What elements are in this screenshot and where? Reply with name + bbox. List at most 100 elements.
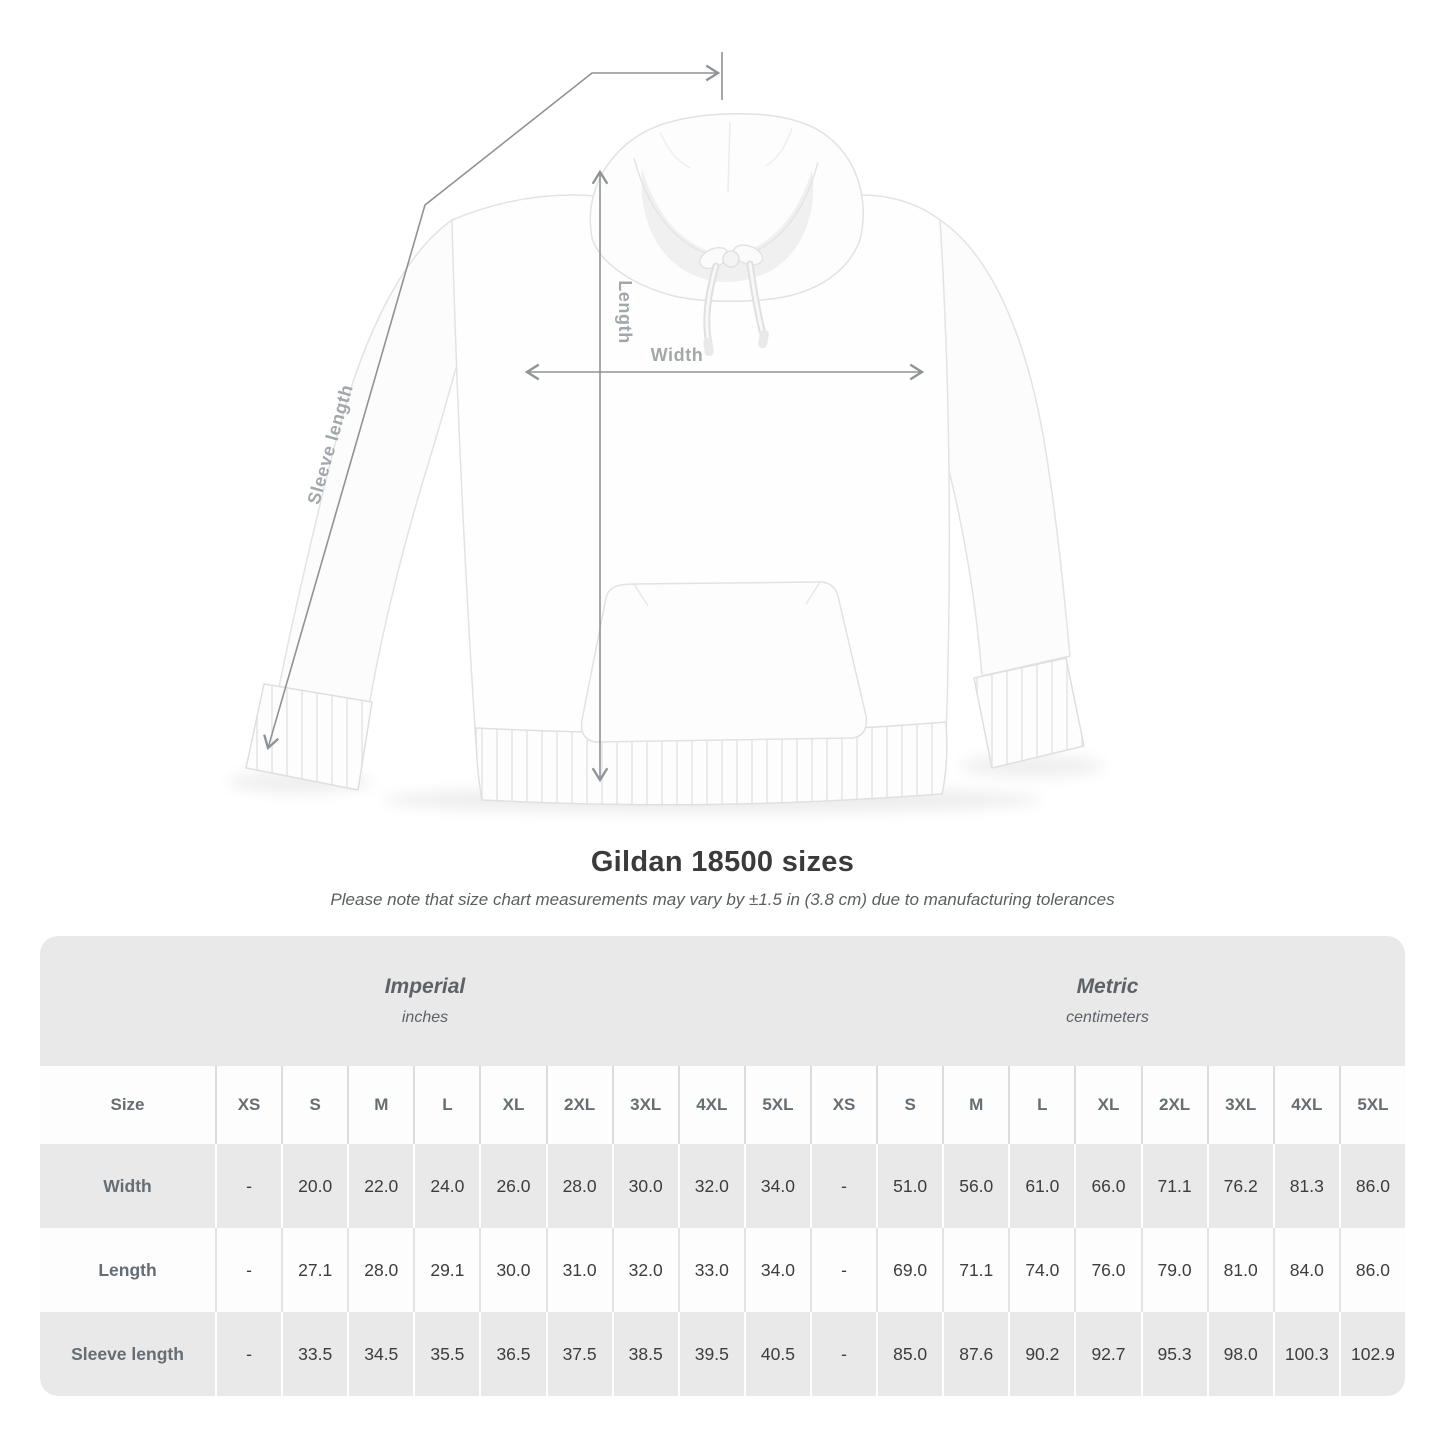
measurement-value-cell: - (215, 1312, 282, 1396)
measurement-value-cell: 76.2 (1206, 1144, 1273, 1228)
measurement-value-cell: 86.0 (1338, 1228, 1405, 1312)
measurement-row-label: Sleeve length (40, 1312, 215, 1396)
size-header-cell: XS (809, 1066, 877, 1144)
size-table-body: Width -20.0 22.0 24.0 26.0 28.0 30.0 32.0 34.0-5… (40, 1144, 1405, 1396)
measurement-value-cell: 74.0 (1008, 1228, 1075, 1312)
size-table: Imperial inches Metric centimeters Size … (40, 936, 1405, 1396)
measurement-value-cell: 35.5 (413, 1312, 480, 1396)
page-subtitle: Please note that size chart measurements… (330, 890, 1115, 909)
measurement-value-cell: 81.0 (1206, 1228, 1273, 1312)
measurement-value-cell: 92.7 (1074, 1312, 1141, 1396)
size-header-cell: XL (479, 1066, 546, 1144)
metric-group-unit: centimeters (1066, 1009, 1149, 1026)
imperial-group-unit: inches (401, 1009, 449, 1026)
size-header-cell: 5XL (743, 1066, 810, 1144)
measurement-value-cell: 66.0 (1074, 1144, 1141, 1228)
measurement-value-cell: 34.5 (347, 1312, 414, 1396)
measurement-row: Sleeve length -33.5 34.5 35.5 36.5 37.5 38.5 39… (40, 1312, 1405, 1396)
hoodie-measurement-figure: Length Width Sleeve length (228, 52, 1104, 813)
measurement-value-cell: - (809, 1228, 877, 1312)
measurement-row-label: Width (40, 1144, 215, 1228)
measurement-value-cell: 33.5 (281, 1312, 348, 1396)
measurement-value-cell: 79.0 (1140, 1228, 1207, 1312)
measurement-value-cell: 36.5 (479, 1312, 546, 1396)
measurement-value-cell: 22.0 (347, 1144, 414, 1228)
measurement-value-cell: 90.2 (1008, 1312, 1075, 1396)
measurement-value-cell: 71.1 (942, 1228, 1009, 1312)
size-header-cell: L (1008, 1066, 1075, 1144)
dimension-annotations (263, 52, 925, 783)
measurement-value-cell: 69.0 (876, 1228, 943, 1312)
measurement-value-cell: 39.5 (677, 1312, 744, 1396)
unit-group-row: Imperial inches Metric centimeters (40, 936, 1405, 1066)
measurement-value-cell: 95.3 (1140, 1312, 1207, 1396)
size-header-cell: L (413, 1066, 480, 1144)
size-header-cell: XL (1074, 1066, 1141, 1144)
measurement-value-cell: - (809, 1312, 877, 1396)
page-title: Gildan 18500 sizes (590, 846, 855, 878)
measurement-value-cell: 30.0 (479, 1228, 546, 1312)
measurement-value-cell: 100.3 (1272, 1312, 1339, 1396)
measurement-value-cell: 76.0 (1074, 1228, 1141, 1312)
right-cuff (973, 657, 1085, 769)
size-header-cell: 2XL (1140, 1066, 1207, 1144)
measurement-value-cell: 61.0 (1008, 1144, 1075, 1228)
heading-block: Gildan 18500 sizes Please note that size… (0, 846, 1445, 910)
measurement-value-cell: 34.0 (743, 1228, 810, 1312)
size-header-cell: M (942, 1066, 1009, 1144)
measurement-value-cell: 32.0 (611, 1228, 678, 1312)
measurement-value-cell: 29.1 (413, 1228, 480, 1312)
size-header-cell: S (281, 1066, 348, 1144)
size-header-cell: 4XL (677, 1066, 744, 1144)
kangaroo-pocket (580, 581, 868, 743)
metric-group-label: Metric (1076, 975, 1139, 998)
measurement-value-cell: 33.0 (677, 1228, 744, 1312)
size-header-cell: 4XL (1272, 1066, 1339, 1144)
measurement-value-cell: 98.0 (1206, 1312, 1273, 1396)
measurement-value-cell: - (215, 1144, 282, 1228)
measurement-value-cell: 84.0 (1272, 1228, 1339, 1312)
measurement-value-cell: - (215, 1228, 282, 1312)
metric-group-header: Metric centimeters (809, 936, 1405, 1066)
measurement-row-label: Length (40, 1228, 215, 1312)
size-header-cell: 5XL (1338, 1066, 1405, 1144)
measurement-value-cell: 51.0 (876, 1144, 943, 1228)
imperial-group-label: Imperial (384, 975, 466, 998)
hoodie-illustration (245, 113, 1085, 806)
measurement-value-cell: 28.0 (347, 1228, 414, 1312)
measurement-value-cell: 87.6 (942, 1312, 1009, 1396)
size-table-wrap: Imperial inches Metric centimeters Size … (40, 936, 1405, 1396)
measurement-value-cell: 71.1 (1140, 1144, 1207, 1228)
size-header-cell: 3XL (1206, 1066, 1273, 1144)
measurement-value-cell: 28.0 (545, 1144, 612, 1228)
measurement-value-cell: 27.1 (281, 1228, 348, 1312)
measurement-value-cell: 30.0 (611, 1144, 678, 1228)
sizes-header-row: Size XS S M L XL 2XL 3XL 4XL 5XL XS S M L XL 2XL 3XL 4XL… (40, 1066, 1405, 1144)
length-label: Length (615, 280, 635, 344)
measurement-value-cell: 26.0 (479, 1144, 546, 1228)
measurement-value-cell: 32.0 (677, 1144, 744, 1228)
sleeve-length-arrow (263, 64, 721, 751)
width-label: Width (651, 345, 704, 365)
left-sleeve (277, 219, 473, 713)
size-header-cell: S (876, 1066, 943, 1144)
measurement-value-cell: 40.5 (743, 1312, 810, 1396)
measurement-value-cell: 85.0 (876, 1312, 943, 1396)
measurement-value-cell: 81.3 (1272, 1144, 1339, 1228)
size-header-cell: M (347, 1066, 414, 1144)
hood (589, 113, 864, 303)
measurement-value-cell: 56.0 (942, 1144, 1009, 1228)
size-header-cell: XS (215, 1066, 282, 1144)
measurement-value-cell: - (809, 1144, 877, 1228)
size-column-header: Size (40, 1066, 215, 1144)
measurement-value-cell: 86.0 (1338, 1144, 1405, 1228)
measurement-value-cell: 37.5 (545, 1312, 612, 1396)
measurement-value-cell: 38.5 (611, 1312, 678, 1396)
measurement-value-cell: 102.9 (1338, 1312, 1405, 1396)
size-header-cell: 2XL (545, 1066, 612, 1144)
measurement-value-cell: 31.0 (545, 1228, 612, 1312)
imperial-group-header: Imperial inches (40, 936, 810, 1066)
measurement-row: Width -20.0 22.0 24.0 26.0 28.0 30.0 32.0 34.0-5… (40, 1144, 1405, 1228)
measurement-row: Length -27.1 28.0 29.1 30.0 31.0 32.0 33.0 34.0-… (40, 1228, 1405, 1312)
